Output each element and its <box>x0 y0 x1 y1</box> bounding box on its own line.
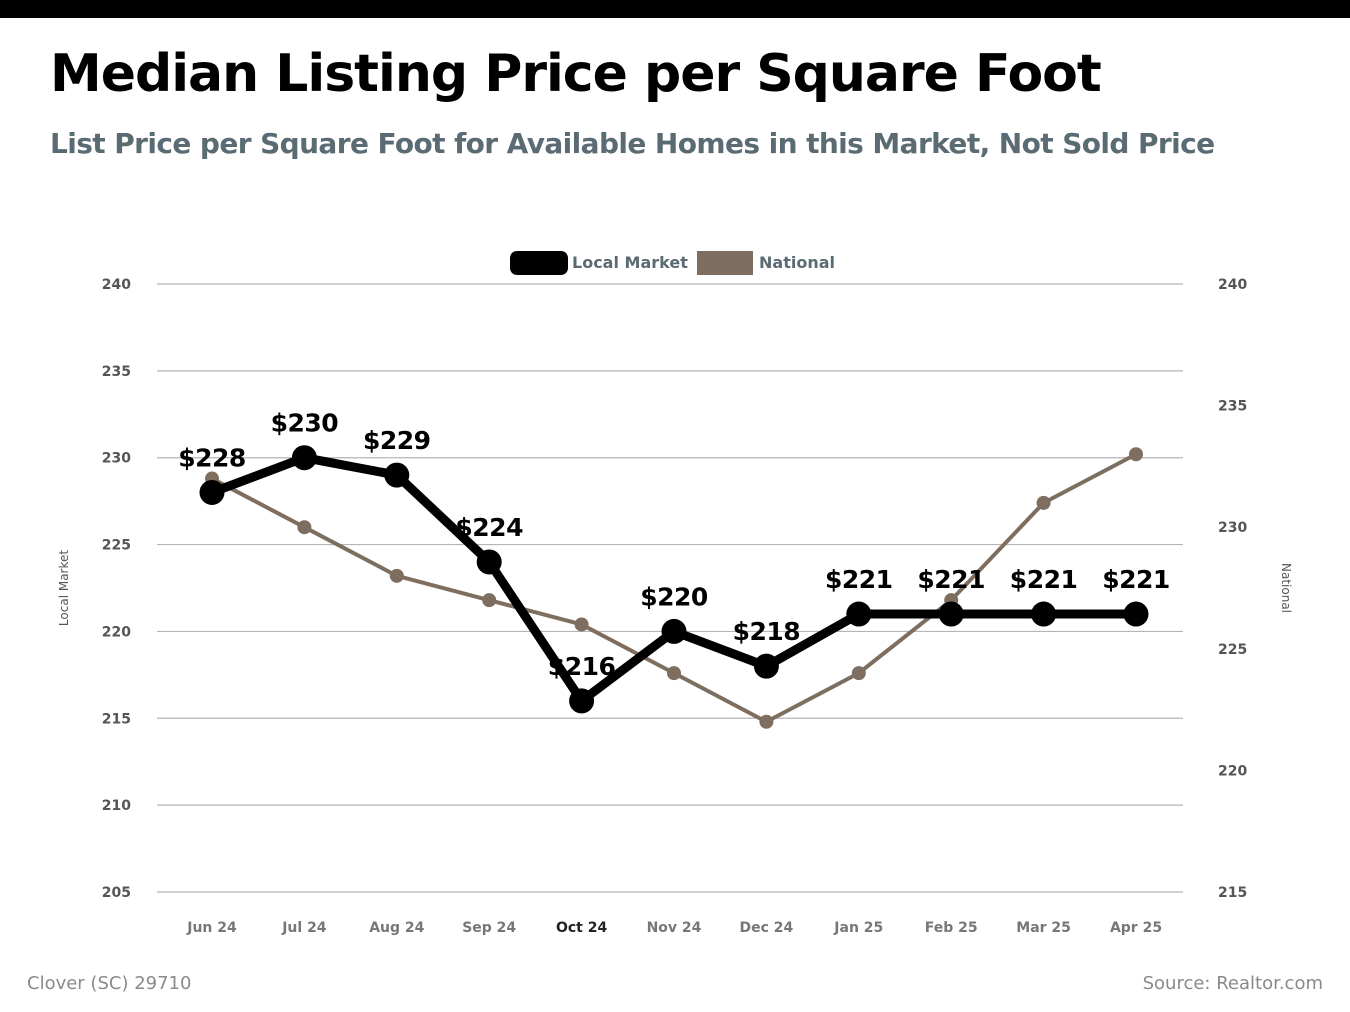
x-axis-tick-label: Dec 24 <box>740 920 794 936</box>
national-point <box>297 520 312 535</box>
right-axis-tick-label: 220 <box>1218 763 1247 779</box>
local-market-point <box>476 549 502 575</box>
right-axis-title: National <box>1279 563 1293 613</box>
local-market-data-label: $221 <box>917 565 985 594</box>
x-axis-tick-label: Feb 25 <box>925 920 978 936</box>
right-axis-tick-label: 235 <box>1218 399 1247 415</box>
local-market-data-label: $220 <box>640 582 708 611</box>
left-axis-tick-label: 235 <box>102 364 131 380</box>
local-market-data-label: $224 <box>455 513 523 542</box>
national-point <box>1129 447 1143 462</box>
right-axis-tick-label: 225 <box>1218 642 1247 658</box>
local-market-data-label: $218 <box>733 617 801 646</box>
local-market-point <box>199 479 225 505</box>
legend-swatch-national <box>697 251 753 275</box>
source-label: Source: Realtor.com <box>1142 973 1323 994</box>
left-axis-tick-label: 240 <box>102 277 131 293</box>
left-axis-tick-label: 215 <box>102 711 131 727</box>
local-market-point <box>661 618 687 644</box>
x-axis-tick-label: Mar 25 <box>1016 920 1071 936</box>
location-label: Clover (SC) 29710 <box>27 973 192 994</box>
local-market-point <box>1031 601 1057 627</box>
x-axis-tick-label: Nov 24 <box>647 920 702 936</box>
national-point <box>667 666 681 681</box>
chart-subtitle: List Price per Square Foot for Available… <box>50 127 1215 160</box>
national-point <box>1036 495 1051 510</box>
x-axis-tick-label: Oct 24 <box>556 920 608 936</box>
local-market-point <box>384 462 410 488</box>
national-point <box>574 617 589 632</box>
left-axis-tick-label: 225 <box>102 538 131 554</box>
left-axis-tick-label: 220 <box>102 624 131 640</box>
local-market-point <box>846 601 872 627</box>
local-market-data-label: $216 <box>548 652 616 681</box>
legend-label-national: National <box>759 253 835 272</box>
left-axis-tick-label: 205 <box>102 885 131 901</box>
local-market-point <box>569 688 595 714</box>
local-market-point <box>753 653 779 679</box>
local-market-data-label: $229 <box>363 426 431 455</box>
left-axis-title: Local Market <box>57 550 71 626</box>
series-line-local-market <box>210 453 1136 706</box>
chart-title: Median Listing Price per Square Foot <box>50 44 1102 104</box>
local-market-data-label: $221 <box>825 565 893 594</box>
x-axis-tick-label: Apr 25 <box>1110 920 1162 936</box>
national-point <box>389 568 404 583</box>
x-axis-tick-label: Sep 24 <box>462 920 516 936</box>
left-axis-tick-label: 210 <box>102 798 131 814</box>
right-axis-tick-label: 215 <box>1218 885 1247 901</box>
left-axis-tick-label: 230 <box>102 451 131 467</box>
legend-swatch-local-market <box>510 251 568 275</box>
local-market-point <box>291 445 317 471</box>
right-axis-tick-label: 240 <box>1218 277 1247 293</box>
x-axis-tick-label: Jan 25 <box>833 920 883 936</box>
x-axis-tick-label: Jul 24 <box>281 920 327 936</box>
local-market-data-label: $230 <box>271 409 339 438</box>
national-point <box>482 593 497 608</box>
x-axis-tick-label: Jun 24 <box>186 920 237 936</box>
x-axis-tick-label: Aug 24 <box>369 920 424 936</box>
national-point <box>759 714 774 729</box>
legend-label-local-market: Local Market <box>572 253 688 272</box>
local-market-point <box>938 601 964 627</box>
top-bar <box>0 0 1350 18</box>
local-market-data-label: $221 <box>1102 565 1170 594</box>
local-market-point <box>1123 601 1149 627</box>
national-point <box>851 666 866 681</box>
right-axis-tick-label: 230 <box>1218 520 1247 536</box>
local-market-data-label: $221 <box>1010 565 1078 594</box>
local-market-data-label: $228 <box>178 443 246 472</box>
